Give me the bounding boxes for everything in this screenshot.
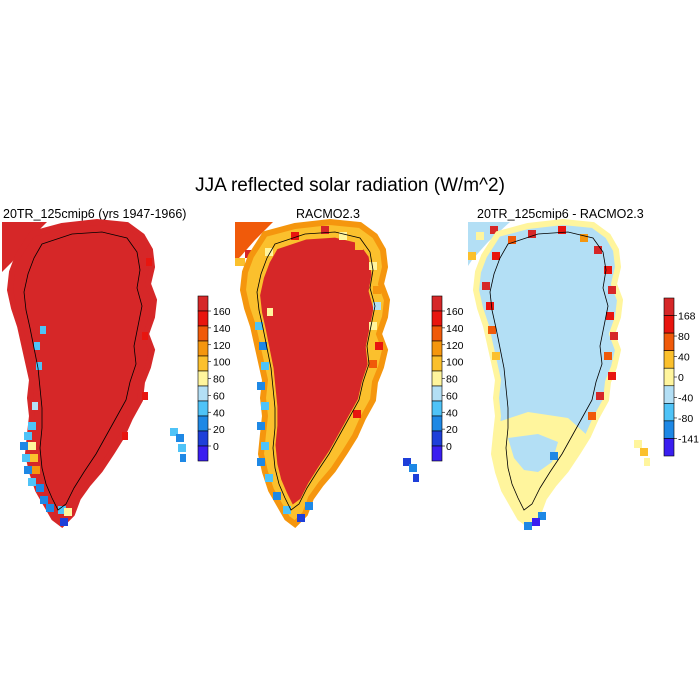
iceland-patch — [634, 440, 650, 466]
colorbar-cell — [663, 438, 675, 457]
iceland-patch — [403, 458, 419, 482]
iceland-patch — [170, 428, 186, 462]
colorbar-cell — [431, 310, 443, 327]
colorbar-cell — [663, 315, 675, 334]
coastal-cells — [482, 226, 618, 530]
colorbar-cell — [663, 420, 675, 439]
colorbar-tick-label: 0 — [678, 372, 684, 384]
colorbar-tick-label: 100 — [213, 357, 231, 369]
colorbar-cell — [431, 295, 443, 312]
colorbar-cell — [431, 430, 443, 447]
panel-1-map — [2, 222, 186, 526]
colorbar-tick-label: 140 — [213, 323, 231, 335]
colorbar-cell — [663, 332, 675, 351]
colorbar-cell — [197, 400, 209, 417]
panel-2-map — [235, 222, 419, 524]
colorbar-cell — [431, 445, 443, 462]
colorbar-cell — [197, 385, 209, 402]
colorbar-tick-label: 20 — [446, 424, 458, 436]
colorbar-cell — [197, 445, 209, 462]
colorbar-tick-label: 160 — [446, 306, 464, 318]
coastal-cells-sw — [20, 326, 72, 526]
colorbar-cell — [663, 350, 675, 369]
panel-2-colorbar: 160 140 120 100 80 60 40 20 0 — [431, 295, 464, 462]
colorbar-tick-label: 160 — [213, 306, 231, 318]
colorbar-cell — [663, 297, 675, 316]
panel-3-colorbar: 168 80 40 0 -40 -80 -141 — [663, 297, 699, 457]
colorbar-cell — [431, 355, 443, 372]
panel-3-title: 20TR_125cmip6 - RACMO2.3 — [477, 207, 644, 221]
colorbar-tick-label: 60 — [213, 390, 225, 402]
colorbar-cell — [197, 430, 209, 447]
panel-1-title: 20TR_125cmip6 (yrs 1947-1966) — [3, 207, 187, 221]
colorbar-cell — [197, 415, 209, 432]
colorbar-tick-label: 120 — [446, 340, 464, 352]
colorbar-tick-label: 40 — [678, 352, 690, 364]
colorbar-cell — [431, 400, 443, 417]
colorbar-tick-label: -40 — [678, 392, 693, 404]
colorbar-tick-label: 40 — [213, 407, 225, 419]
colorbar-tick-label: 20 — [213, 424, 225, 436]
colorbar-cell — [197, 340, 209, 357]
panel-2-title: RACMO2.3 — [296, 207, 360, 221]
colorbar-tick-label: 140 — [446, 323, 464, 335]
panel-3-map — [468, 222, 650, 530]
colorbar-cell — [431, 370, 443, 387]
colorbar-cell — [197, 325, 209, 342]
corner-landmass — [235, 222, 273, 262]
panel-1-colorbar: 160 140 120 100 80 60 40 20 0 — [197, 295, 231, 462]
colorbar-cell — [197, 295, 209, 312]
colorbar-tick-label: -80 — [678, 413, 693, 425]
colorbar-tick-label: 120 — [213, 340, 231, 352]
colorbar-tick-label: 0 — [213, 441, 219, 453]
colorbar-cell — [431, 415, 443, 432]
colorbar-cell — [197, 355, 209, 372]
colorbar-tick-label: 80 — [446, 374, 458, 386]
colorbar-tick-label: 168 — [678, 311, 696, 323]
colorbar-tick-label: 80 — [678, 331, 690, 343]
colorbar-cell — [663, 403, 675, 422]
colorbar-cell — [663, 385, 675, 404]
figure-title: JJA reflected solar radiation (W/m^2) — [195, 175, 505, 196]
colorbar-cell — [197, 310, 209, 327]
colorbar-tick-label: -141 — [678, 433, 699, 445]
colorbar-tick-label: 40 — [446, 407, 458, 419]
colorbar-cell — [431, 385, 443, 402]
colorbar-tick-label: 60 — [446, 390, 458, 402]
corner-landmass — [2, 222, 47, 272]
colorbar-cell — [431, 325, 443, 342]
colorbar-cell — [197, 370, 209, 387]
colorbar-tick-label: 80 — [213, 374, 225, 386]
colorbar-tick-label: 0 — [446, 441, 452, 453]
colorbar-cell — [431, 340, 443, 357]
coastal-cells — [255, 226, 383, 522]
colorbar-cell — [663, 367, 675, 387]
colorbar-tick-label: 100 — [446, 357, 464, 369]
